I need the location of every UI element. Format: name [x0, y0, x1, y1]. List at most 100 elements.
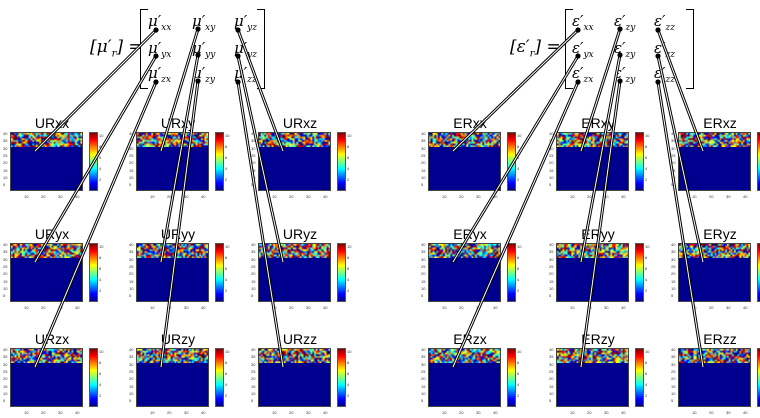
heatmap-plot [556, 132, 629, 191]
heatmap-plot [428, 348, 501, 407]
y-tick-label: 10 [3, 390, 8, 396]
heatmap-panel: URyy 40 35 30 25 20 15 10 5 10 20 30 40 10 8 6 4 2 [126, 227, 230, 313]
y-tick-label: 15 [671, 278, 676, 284]
y-tick-label: 40 [129, 131, 134, 136]
heatmap-panel: URzy 40 35 30 25 20 15 10 5 10 20 30 40 10 8 6 4 2 [126, 331, 230, 418]
colorbar [507, 348, 516, 407]
y-tick-label: 10 [3, 174, 8, 180]
heatmap-panel: URxx 40 35 30 25 20 15 10 5 10 20 30 40 10 8 6 4 2 [0, 116, 104, 202]
noise-band [679, 133, 750, 147]
colorbar-tick-label: 4 [517, 277, 520, 282]
x-tick-label: 10 [692, 410, 697, 415]
y-tick-label: 30 [3, 361, 8, 367]
colorbar-tick-label: 6 [517, 155, 520, 160]
colorbar-tick-label: 6 [517, 266, 520, 271]
colorbar-tick-label: 2 [347, 177, 350, 182]
x-tick-label: 30 [726, 410, 731, 415]
colorbar-tick-label: 8 [347, 360, 350, 365]
y-tick-label: 5 [549, 398, 552, 404]
y-tick-label: 25 [421, 263, 426, 269]
y-tick-label: 10 [251, 390, 256, 396]
colorbar-tick-label: 6 [347, 155, 350, 160]
y-tick-label: 25 [251, 263, 256, 269]
colorbar [215, 243, 224, 302]
y-tick-label: 10 [671, 285, 676, 291]
x-tick-label: 10 [570, 410, 575, 415]
colorbar-tick-label: 4 [99, 166, 102, 171]
heatmap-plot [428, 243, 501, 302]
x-tick-label: 20 [587, 410, 592, 415]
x-tick-label: 30 [306, 410, 311, 415]
x-tick-label: 40 [75, 194, 80, 199]
colorbar-tick-label: 10 [645, 349, 650, 354]
y-tick-label: 20 [129, 376, 134, 382]
y-tick-label: 10 [3, 285, 8, 291]
y-tick-label: 30 [549, 361, 554, 367]
y-tick-label: 5 [3, 398, 6, 404]
tensor-lhs-sub-right: r [529, 48, 535, 60]
colorbar-tick-label: 6 [225, 371, 228, 376]
x-tick-label: 20 [289, 194, 294, 199]
x-tick-label: 40 [743, 305, 748, 310]
y-tick-label: 20 [129, 160, 134, 166]
y-tick-label: 20 [421, 160, 426, 166]
x-tick-label: 10 [442, 194, 447, 199]
y-tick-label: 35 [3, 138, 8, 144]
tensor-entry-left: μ′yz [234, 12, 257, 33]
colorbar [215, 132, 224, 191]
noise-band [11, 349, 82, 363]
y-tick-label: 10 [549, 285, 554, 291]
x-tick-label: 40 [323, 194, 328, 199]
colorbar [635, 348, 644, 407]
colorbar-tick-label: 4 [225, 166, 228, 171]
heatmap-plot [556, 243, 629, 302]
x-tick-label: 30 [184, 305, 189, 310]
noise-band [429, 244, 500, 258]
x-tick-label: 20 [41, 194, 46, 199]
y-tick-label: 10 [671, 390, 676, 396]
colorbar-tick-label: 2 [517, 393, 520, 398]
colorbar-tick-label: 6 [645, 371, 648, 376]
colorbar-tick-label: 6 [99, 266, 102, 271]
y-tick-label: 15 [421, 278, 426, 284]
colorbar [507, 243, 516, 302]
colorbar-tick-label: 6 [517, 371, 520, 376]
colorbar [757, 348, 760, 407]
colorbar-tick-label: 8 [645, 360, 648, 365]
panel-title: URzx [34, 331, 70, 347]
heatmap-panel: URxy 40 35 30 25 20 15 10 5 10 20 30 40 10 8 6 4 2 [126, 116, 230, 202]
y-tick-label: 35 [549, 249, 554, 255]
noise-band [557, 133, 628, 147]
panel-title: ERyx [453, 226, 487, 242]
y-tick-label: 35 [671, 249, 676, 255]
y-tick-label: 15 [421, 383, 426, 389]
y-tick-label: 10 [129, 390, 134, 396]
x-tick-label: 20 [41, 410, 46, 415]
panel-title: URzy [160, 331, 196, 347]
x-tick-label: 30 [58, 410, 63, 415]
panel-title: URyz [282, 226, 318, 242]
x-tick-label: 40 [621, 305, 626, 310]
y-tick-label: 40 [3, 347, 8, 352]
tensor-lhs-right: [ε′r] = [510, 37, 561, 60]
x-tick-label: 40 [201, 410, 206, 415]
colorbar-tick-label: 4 [347, 166, 350, 171]
y-tick-label: 35 [129, 249, 134, 255]
x-tick-label: 30 [58, 305, 63, 310]
x-tick-label: 30 [184, 410, 189, 415]
tensor-entry-right: ε′xx [572, 12, 594, 33]
y-tick-label: 35 [421, 138, 426, 144]
y-tick-label: 5 [129, 398, 132, 404]
x-tick-label: 30 [604, 410, 609, 415]
y-tick-label: 5 [421, 182, 424, 188]
y-tick-label: 10 [421, 390, 426, 396]
heatmap-plot [258, 243, 331, 302]
x-tick-label: 20 [167, 410, 172, 415]
colorbar-tick-label: 6 [347, 266, 350, 271]
x-tick-label: 20 [709, 305, 714, 310]
y-tick-label: 15 [671, 383, 676, 389]
noise-band [259, 133, 330, 147]
tensor-entry-left: μ′xy [192, 12, 216, 33]
heatmap-panel: ERyx 40 35 30 25 20 15 10 5 10 20 30 40 10 8 6 4 2 [418, 226, 522, 313]
x-tick-label: 10 [442, 410, 447, 415]
